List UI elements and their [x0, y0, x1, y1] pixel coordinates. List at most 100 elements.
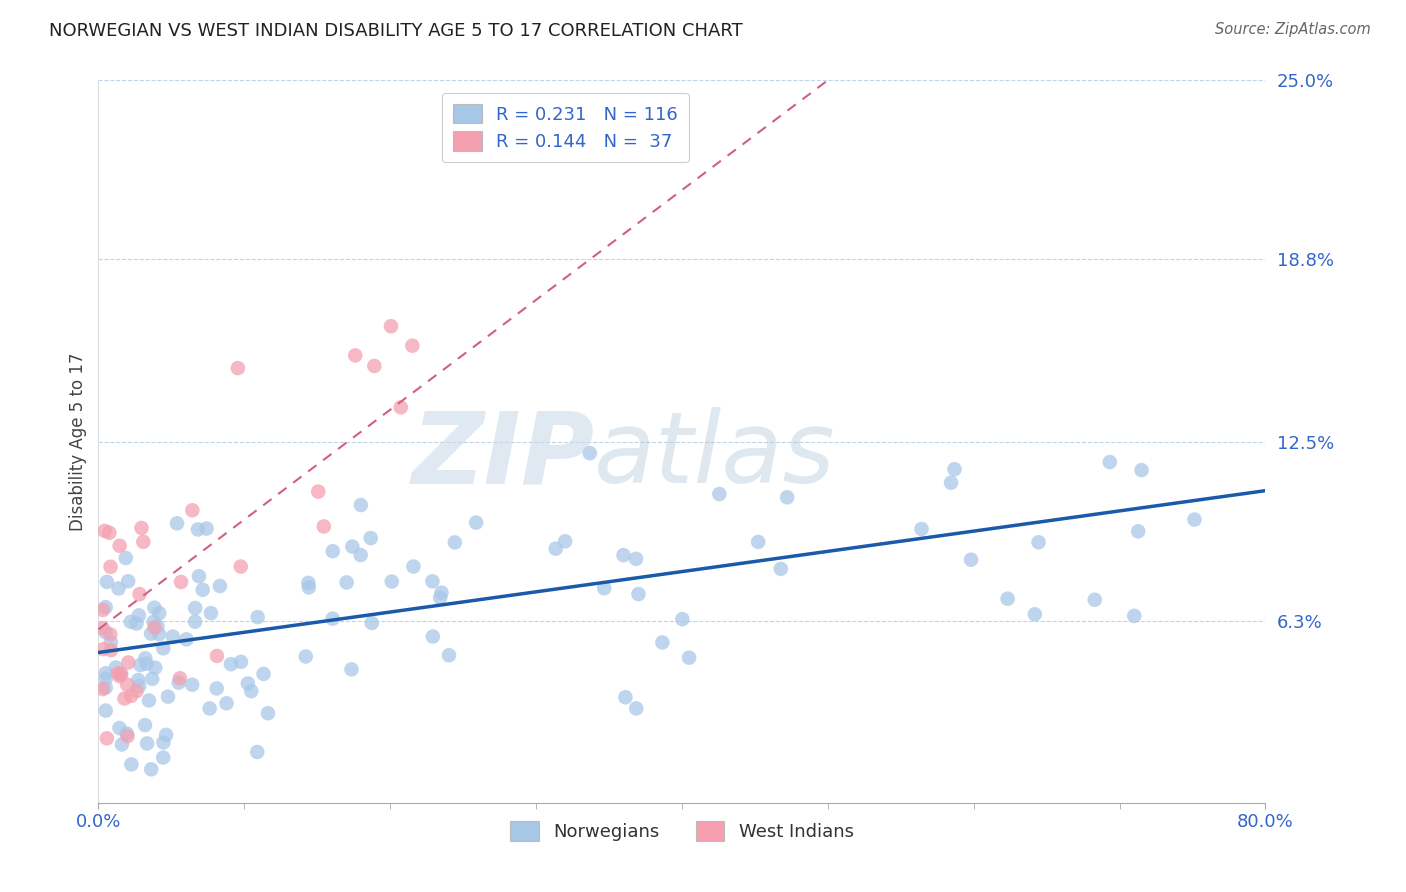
Point — [141, 672, 163, 686]
Point — [125, 684, 148, 698]
Point — [94, 704, 117, 718]
Text: NORWEGIAN VS WEST INDIAN DISABILITY AGE 5 TO 17 CORRELATION CHART: NORWEGIAN VS WEST INDIAN DISABILITY AGE … — [49, 22, 742, 40]
Point — [579, 446, 602, 460]
Point — [91, 642, 114, 657]
Point — [593, 581, 616, 595]
Point — [612, 548, 634, 562]
Point — [181, 678, 204, 692]
Point — [115, 726, 138, 740]
Point — [402, 559, 425, 574]
Text: Source: ZipAtlas.com: Source: ZipAtlas.com — [1215, 22, 1371, 37]
Point — [146, 619, 169, 633]
Point — [114, 691, 136, 706]
Point — [219, 657, 242, 672]
Point — [129, 658, 152, 673]
Point — [236, 676, 259, 690]
Point — [108, 669, 131, 683]
Point — [166, 516, 188, 531]
Point — [1123, 608, 1146, 623]
Point — [322, 612, 344, 626]
Text: atlas: atlas — [595, 408, 837, 505]
Point — [120, 757, 142, 772]
Point — [120, 689, 142, 703]
Point — [322, 544, 344, 558]
Point — [350, 548, 373, 562]
Point — [120, 615, 142, 629]
Point — [229, 655, 252, 669]
Y-axis label: Disability Age 5 to 17: Disability Age 5 to 17 — [69, 352, 87, 531]
Point — [128, 608, 150, 623]
Point — [104, 660, 127, 674]
Point — [200, 606, 222, 620]
Point — [176, 632, 198, 647]
Point — [307, 484, 329, 499]
Point — [117, 574, 139, 589]
Point — [187, 569, 209, 583]
Point — [671, 612, 693, 626]
Point — [769, 562, 792, 576]
Point — [294, 649, 316, 664]
Point — [195, 522, 218, 536]
Point — [422, 630, 444, 644]
Point — [187, 523, 209, 537]
Point — [554, 534, 576, 549]
Point — [94, 672, 117, 686]
Point — [98, 525, 121, 540]
Point — [169, 671, 191, 685]
Point — [627, 587, 650, 601]
Point — [336, 575, 359, 590]
Point — [93, 524, 115, 538]
Point — [136, 736, 159, 750]
Point — [380, 319, 402, 334]
Point — [111, 738, 134, 752]
Point — [1184, 512, 1206, 526]
Point — [156, 690, 179, 704]
Point — [246, 745, 269, 759]
Point — [939, 475, 962, 490]
Point — [943, 462, 966, 476]
Point — [170, 574, 193, 589]
Point — [246, 610, 269, 624]
Point — [350, 498, 373, 512]
Point — [1128, 524, 1150, 539]
Point — [1130, 463, 1153, 477]
Point — [152, 735, 174, 749]
Point — [98, 627, 121, 641]
Point — [910, 522, 932, 536]
Point — [252, 667, 274, 681]
Point — [626, 701, 648, 715]
Point — [142, 615, 165, 629]
Point — [960, 552, 983, 566]
Point — [360, 531, 382, 545]
Point — [215, 696, 238, 710]
Point — [340, 662, 363, 676]
Point — [389, 401, 412, 415]
Point — [344, 348, 367, 362]
Point — [125, 616, 148, 631]
Point — [143, 661, 166, 675]
Point — [108, 721, 131, 735]
Point — [1098, 455, 1121, 469]
Point — [997, 591, 1019, 606]
Point — [709, 487, 731, 501]
Point — [135, 657, 157, 671]
Point — [110, 667, 132, 681]
Text: ZIP: ZIP — [412, 408, 595, 505]
Point — [134, 651, 156, 665]
Point — [437, 648, 460, 663]
Point — [443, 535, 465, 549]
Point — [143, 600, 166, 615]
Point — [776, 491, 799, 505]
Point — [100, 635, 122, 649]
Point — [1084, 592, 1107, 607]
Point — [96, 731, 118, 746]
Point — [181, 503, 204, 517]
Point — [360, 615, 382, 630]
Point — [1024, 607, 1046, 622]
Point — [257, 706, 280, 721]
Point — [141, 762, 163, 776]
Point — [240, 684, 263, 698]
Point — [363, 359, 385, 373]
Point — [226, 361, 249, 376]
Point — [96, 574, 118, 589]
